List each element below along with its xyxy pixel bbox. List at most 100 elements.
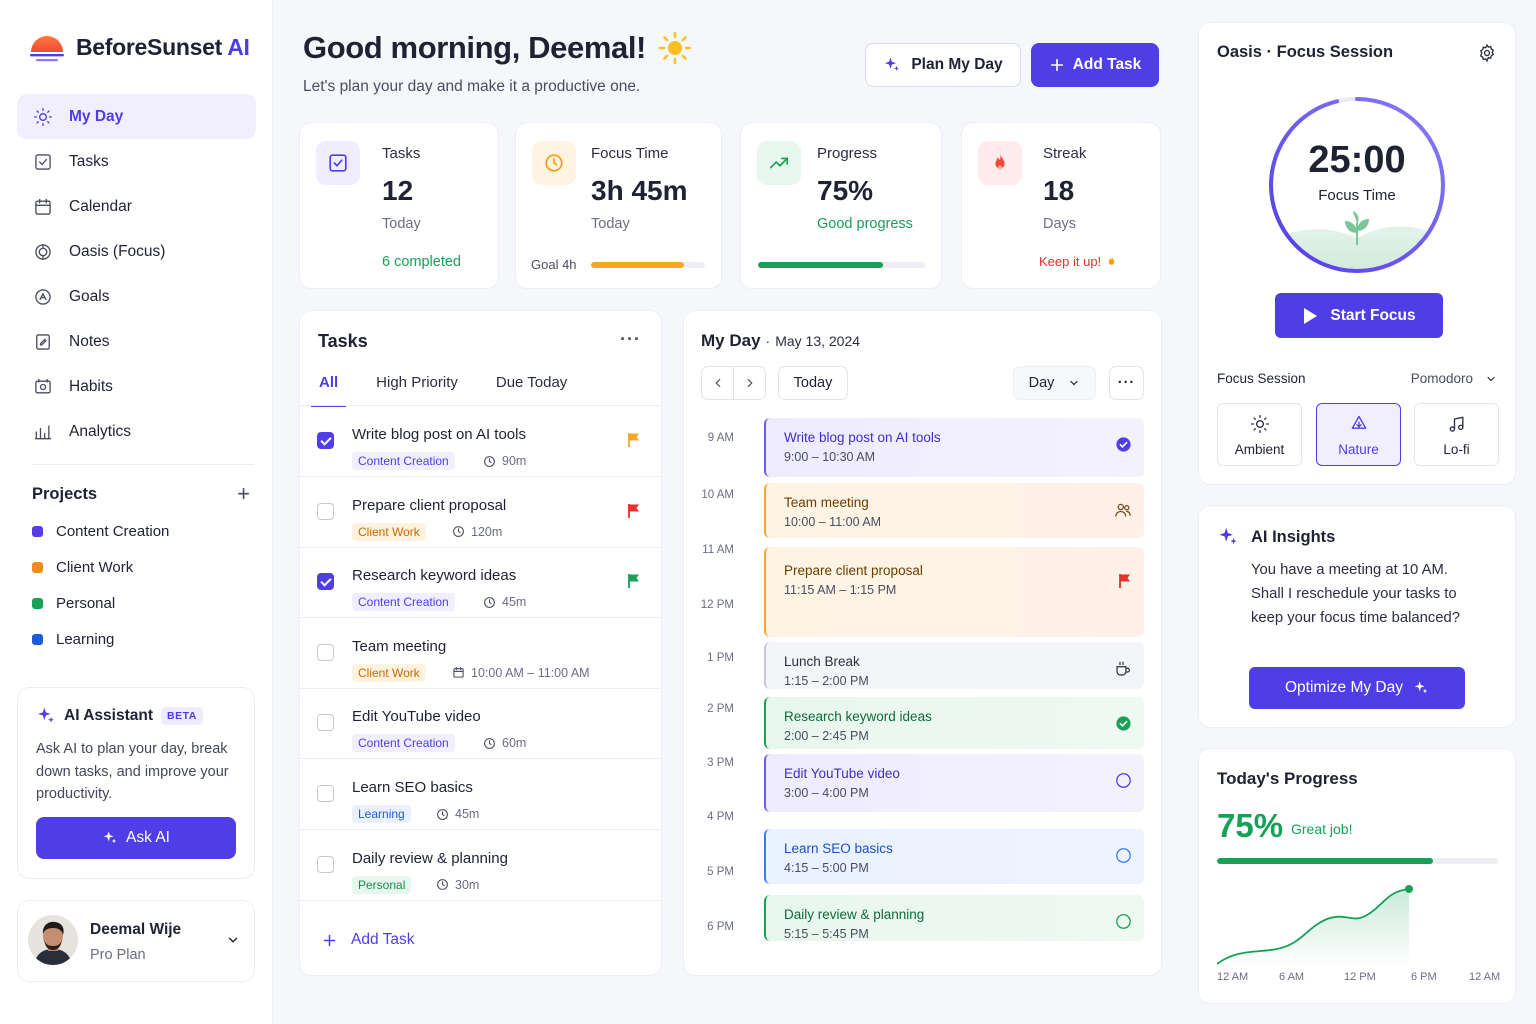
- check-circle-icon[interactable]: [1115, 436, 1132, 453]
- schedule-event[interactable]: Learn SEO basics 4:15 – 5:00 PM: [764, 829, 1144, 884]
- sound-option-nature[interactable]: Nature: [1316, 403, 1401, 466]
- clock-icon: [436, 878, 449, 891]
- sidebar-item-calendar[interactable]: Calendar: [17, 184, 256, 229]
- schedule-event[interactable]: Team meeting 10:00 – 11:00 AM: [764, 483, 1144, 538]
- task-row[interactable]: Write blog post on AI tools Content Creat…: [300, 406, 661, 477]
- task-checkbox[interactable]: [317, 855, 334, 873]
- progress-bar: [758, 262, 925, 268]
- task-duration: 90m: [483, 454, 526, 468]
- goal-icon: [33, 287, 53, 307]
- start-focus-button[interactable]: Start Focus: [1275, 293, 1443, 338]
- ask-ai-button[interactable]: Ask AI: [36, 817, 236, 859]
- project-item[interactable]: Personal: [32, 585, 169, 621]
- more-options-icon[interactable]: ···: [620, 329, 641, 349]
- task-row[interactable]: Daily review & planning Personal 30m: [300, 830, 661, 901]
- schedule-event[interactable]: Research keyword ideas 2:00 – 2:45 PM: [764, 697, 1144, 749]
- beta-badge: BETA: [161, 707, 203, 725]
- prev-day-button[interactable]: [701, 366, 734, 400]
- time-label: 4 PM: [707, 811, 734, 823]
- task-checkbox[interactable]: [317, 643, 334, 661]
- plan-my-day-button[interactable]: Plan My Day: [865, 43, 1021, 87]
- task-title: Learn SEO basics: [352, 779, 473, 796]
- todays-progress-card: Today's Progress 75% Great job! 12 AM 6 A…: [1198, 748, 1516, 1004]
- music-icon: [1415, 414, 1498, 434]
- check-circle-icon[interactable]: [1115, 715, 1132, 732]
- event-time: 5:15 – 5:45 PM: [784, 927, 869, 941]
- task-checkbox[interactable]: [317, 432, 334, 449]
- add-task-button[interactable]: Add Task: [1031, 43, 1159, 87]
- priority-flag-icon[interactable]: [627, 432, 641, 448]
- project-item[interactable]: Learning: [32, 621, 169, 657]
- task-checkbox[interactable]: [317, 502, 334, 520]
- sidebar-item-label: Calendar: [69, 197, 132, 215]
- task-row[interactable]: Prepare client proposal Client Work 120m: [300, 477, 661, 548]
- circle-icon[interactable]: [1115, 847, 1132, 864]
- task-row[interactable]: Learn SEO basics Learning 45m: [300, 759, 661, 830]
- sidebar-item-oasis-focus[interactable]: Oasis (Focus): [17, 229, 256, 274]
- sound-option-lofi[interactable]: Lo-fi: [1414, 403, 1499, 466]
- project-color-dot: [32, 561, 43, 573]
- streak-stat-label: Streak: [1043, 145, 1087, 162]
- schedule-event[interactable]: Lunch Break 1:15 – 2:00 PM: [764, 642, 1144, 689]
- task-checkbox[interactable]: [317, 573, 334, 591]
- view-select[interactable]: Day: [1013, 366, 1096, 400]
- sidebar-item-habits[interactable]: Habits: [17, 364, 256, 409]
- sidebar-item-tasks[interactable]: Tasks: [17, 139, 256, 184]
- optimize-my-day-button[interactable]: Optimize My Day: [1249, 667, 1465, 709]
- sidebar-item-analytics[interactable]: Analytics: [17, 409, 256, 454]
- task-checkbox[interactable]: [317, 714, 334, 732]
- task-row[interactable]: Team meeting Client Work 10:00 AM – 11:00 …: [300, 618, 661, 689]
- tab-due-today[interactable]: Due Today: [495, 374, 568, 391]
- sound-option-ambient[interactable]: Ambient: [1217, 403, 1302, 466]
- tab-high-priority[interactable]: High Priority: [376, 374, 458, 391]
- calendar-icon: [452, 666, 465, 679]
- priority-flag-icon[interactable]: [627, 573, 641, 589]
- schedule-event[interactable]: Edit YouTube video 3:00 – 4:00 PM: [764, 754, 1144, 812]
- task-checkbox[interactable]: [317, 785, 334, 802]
- event-time: 3:00 – 4:00 PM: [784, 786, 869, 800]
- chart-x-label: 6 AM: [1279, 971, 1305, 983]
- gear-icon[interactable]: [1477, 43, 1497, 63]
- schedule-event[interactable]: Write blog post on AI tools 9:00 – 10:30 …: [764, 418, 1144, 477]
- chevron-down-icon[interactable]: [226, 933, 240, 947]
- sidebar-item-label: My Day: [69, 107, 124, 125]
- calendar-icon: [33, 197, 53, 217]
- task-row[interactable]: Edit YouTube video Content Creation 60m: [300, 688, 661, 760]
- project-list: Content Creation Client Work Personal Learn…: [32, 513, 169, 657]
- chart-x-label: 6 PM: [1411, 971, 1437, 983]
- trend-up-icon: [757, 141, 801, 185]
- focus-mode-select[interactable]: Pomodoro: [1411, 371, 1497, 386]
- today-button[interactable]: Today: [778, 366, 848, 400]
- event-title: Daily review & planning: [784, 907, 925, 922]
- circle-icon[interactable]: [1115, 772, 1132, 789]
- priority-flag-icon[interactable]: [1118, 573, 1132, 589]
- chart-x-label: 12 PM: [1344, 971, 1376, 983]
- project-item[interactable]: Content Creation: [32, 513, 169, 549]
- task-tag: Learning: [352, 805, 411, 823]
- sidebar-item-notes[interactable]: Notes: [17, 319, 256, 364]
- task-title: Team meeting: [352, 637, 447, 655]
- task-row[interactable]: Research keyword ideas Content Creation 45…: [300, 547, 661, 619]
- next-day-button[interactable]: [733, 366, 766, 400]
- coffee-icon[interactable]: [1114, 660, 1132, 678]
- sidebar-item-goals[interactable]: Goals: [17, 274, 256, 319]
- schedule-more-icon[interactable]: ···: [1109, 366, 1144, 400]
- app-logo[interactable]: BeforeSunset AI: [28, 30, 250, 64]
- circle-icon[interactable]: [1115, 913, 1132, 930]
- sidebar: BeforeSunset AI My Day Tasks Calendar Oasis…: [0, 0, 273, 1024]
- sidebar-item-my-day[interactable]: My Day: [17, 94, 256, 139]
- schedule-event[interactable]: Daily review & planning 5:15 – 5:45 PM: [764, 895, 1144, 941]
- progress-trend-chart: [1217, 885, 1413, 967]
- user-profile[interactable]: Deemal Wije Pro Plan: [17, 900, 255, 982]
- schedule-date: May 13, 2024: [775, 333, 861, 349]
- schedule-event[interactable]: Prepare client proposal 11:15 AM – 1:15 P…: [764, 547, 1144, 637]
- tab-all[interactable]: All: [311, 371, 347, 407]
- sun-icon: [658, 31, 692, 65]
- add-task-link[interactable]: Add Task: [322, 931, 414, 949]
- event-time: 11:15 AM – 1:15 PM: [784, 583, 897, 597]
- people-icon[interactable]: [1114, 501, 1132, 519]
- priority-flag-icon[interactable]: [627, 503, 641, 519]
- event-title: Team meeting: [784, 495, 869, 510]
- add-project-icon[interactable]: +: [237, 481, 250, 506]
- project-item[interactable]: Client Work: [32, 549, 169, 585]
